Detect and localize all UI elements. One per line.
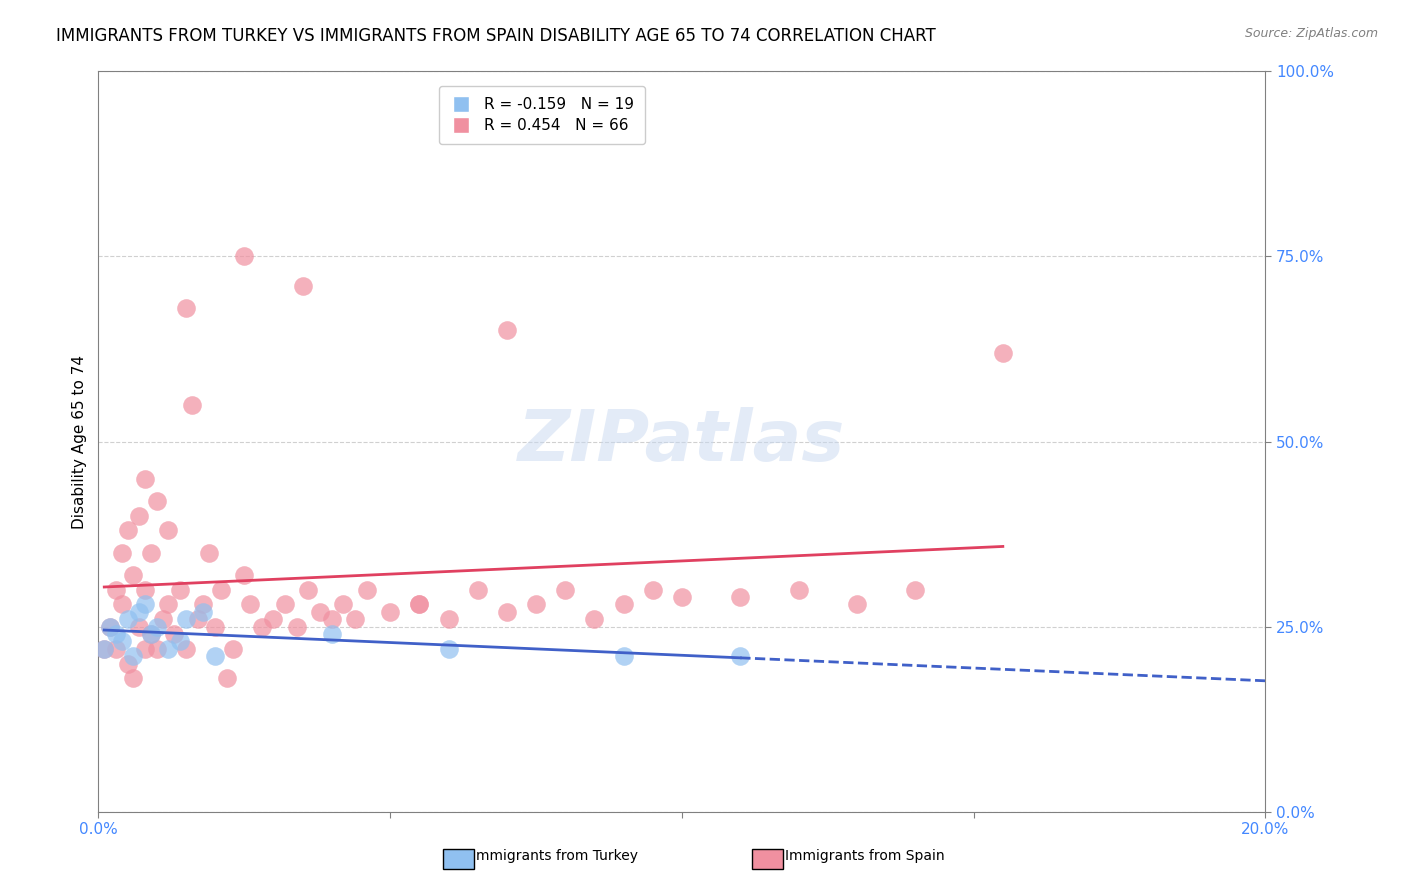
Point — [152, 612, 174, 626]
Point — [117, 657, 139, 671]
Point — [134, 641, 156, 656]
Point — [180, 398, 202, 412]
Point — [787, 582, 810, 597]
Point — [122, 672, 145, 686]
Point — [274, 598, 297, 612]
Point — [356, 582, 378, 597]
Point — [93, 641, 115, 656]
Point — [146, 493, 169, 508]
Point — [991, 345, 1014, 359]
Point — [209, 582, 232, 597]
Point — [262, 612, 284, 626]
Point — [583, 612, 606, 626]
Text: Immigrants from Spain: Immigrants from Spain — [785, 849, 945, 863]
Point — [239, 598, 262, 612]
Point — [437, 641, 460, 656]
Point — [332, 598, 354, 612]
Point — [437, 612, 460, 626]
Point — [204, 649, 226, 664]
Text: IMMIGRANTS FROM TURKEY VS IMMIGRANTS FROM SPAIN DISABILITY AGE 65 TO 74 CORRELAT: IMMIGRANTS FROM TURKEY VS IMMIGRANTS FRO… — [56, 27, 936, 45]
Point — [128, 508, 150, 523]
Point — [174, 641, 197, 656]
Point — [904, 582, 927, 597]
Point — [309, 605, 332, 619]
Point — [408, 598, 430, 612]
Point — [122, 649, 145, 664]
Point — [524, 598, 547, 612]
Point — [104, 627, 127, 641]
Point — [111, 598, 134, 612]
Point — [321, 627, 343, 641]
Point — [187, 612, 209, 626]
Point — [204, 619, 226, 633]
Point — [321, 612, 343, 626]
Point — [285, 619, 308, 633]
Point — [730, 590, 752, 604]
Point — [128, 619, 150, 633]
Point — [134, 582, 156, 597]
Point — [671, 590, 693, 604]
Point — [221, 641, 243, 656]
Point — [612, 598, 634, 612]
Text: Immigrants from Turkey: Immigrants from Turkey — [472, 849, 638, 863]
Point — [139, 627, 162, 641]
Point — [467, 582, 489, 597]
Point — [157, 598, 180, 612]
Point — [163, 627, 186, 641]
Point — [193, 598, 215, 612]
Point — [174, 612, 197, 626]
Point — [157, 524, 180, 538]
Point — [730, 649, 752, 664]
Point — [291, 279, 314, 293]
Point — [297, 582, 319, 597]
Point — [146, 619, 169, 633]
Point — [408, 598, 430, 612]
Point — [198, 546, 221, 560]
Point — [174, 301, 197, 316]
Point — [233, 250, 256, 264]
Point — [169, 582, 191, 597]
Point — [122, 567, 145, 582]
Legend: R = -0.159   N = 19, R = 0.454   N = 66: R = -0.159 N = 19, R = 0.454 N = 66 — [439, 87, 645, 144]
Point — [215, 672, 238, 686]
Point — [139, 546, 162, 560]
Point — [104, 641, 127, 656]
Point — [496, 324, 519, 338]
Point — [250, 619, 273, 633]
Point — [380, 605, 402, 619]
Point — [344, 612, 367, 626]
Point — [98, 619, 121, 633]
Point — [846, 598, 869, 612]
Point — [111, 634, 134, 648]
Point — [554, 582, 576, 597]
Y-axis label: Disability Age 65 to 74: Disability Age 65 to 74 — [72, 354, 87, 529]
Point — [104, 582, 127, 597]
Point — [496, 605, 519, 619]
Point — [117, 524, 139, 538]
Point — [612, 649, 634, 664]
Point — [128, 605, 150, 619]
Point — [111, 546, 134, 560]
Point — [193, 605, 215, 619]
Point — [157, 641, 180, 656]
Point — [169, 634, 191, 648]
Point — [93, 641, 115, 656]
Text: Source: ZipAtlas.com: Source: ZipAtlas.com — [1244, 27, 1378, 40]
Point — [134, 471, 156, 485]
Point — [641, 582, 664, 597]
Point — [134, 598, 156, 612]
Point — [139, 627, 162, 641]
Point — [146, 641, 169, 656]
Point — [117, 612, 139, 626]
Point — [233, 567, 256, 582]
Point — [98, 619, 121, 633]
Text: ZIPatlas: ZIPatlas — [519, 407, 845, 476]
